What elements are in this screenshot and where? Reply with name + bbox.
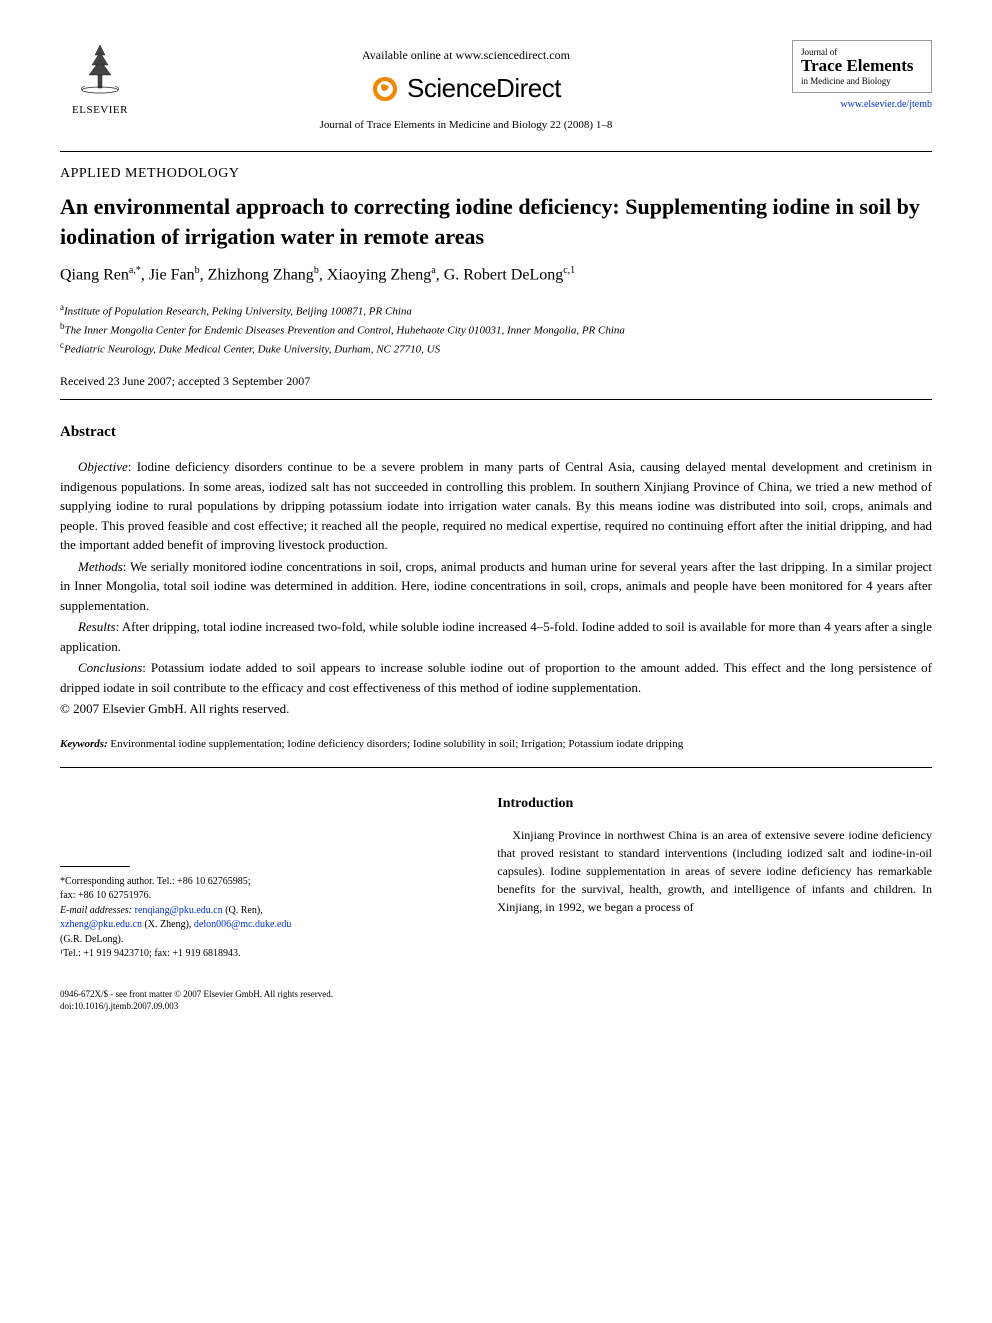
keywords-label: Keywords:: [60, 738, 108, 750]
elsevier-tree-icon: [75, 40, 125, 95]
pre-abstract-divider: [60, 399, 932, 400]
journal-citation: Journal of Trace Elements in Medicine an…: [140, 119, 792, 131]
footnotes-block: *Corresponding author. Tel.: +86 10 6276…: [60, 875, 461, 962]
introduction-body: Xinjiang Province in northwest China is …: [497, 826, 932, 916]
header-row: ELSEVIER Available online at www.science…: [60, 40, 932, 131]
article-dates: Received 23 June 2007; accepted 3 Septem…: [60, 374, 932, 389]
introduction-heading: Introduction: [497, 796, 932, 812]
abstract-methods: Methods: We serially monitored iodine co…: [60, 557, 932, 616]
journal-cover-block: Journal of Trace Elements in Medicine an…: [792, 40, 932, 110]
email-link-2[interactable]: xzheng@pku.edu.cn: [60, 919, 142, 930]
below-abstract-divider: [60, 767, 932, 768]
two-column-layout: *Corresponding author. Tel.: +86 10 6276…: [60, 796, 932, 962]
left-column: *Corresponding author. Tel.: +86 10 6276…: [60, 796, 461, 962]
footnotes-divider: [60, 866, 130, 867]
section-label: APPLIED METHODOLOGY: [60, 166, 932, 182]
authors-line: Qiang Rena,*, Jie Fanb, Zhizhong Zhangb,…: [60, 265, 932, 284]
footer-issn: 0946-672X/$ - see front matter © 2007 El…: [60, 988, 932, 1001]
sciencedirect-icon: [371, 75, 399, 103]
footer-block: 0946-672X/$ - see front matter © 2007 El…: [60, 988, 932, 1013]
publisher-logo-block: ELSEVIER: [60, 40, 140, 116]
footnote-corresponding: *Corresponding author. Tel.: +86 10 6276…: [60, 875, 461, 890]
affiliation-a: aInstitute of Population Research, Pekin…: [60, 301, 932, 320]
abstract-results: Results: After dripping, total iodine in…: [60, 617, 932, 656]
abstract-copyright: © 2007 Elsevier GmbH. All rights reserve…: [60, 699, 932, 719]
keywords-block: Keywords: Environmental iodine supplemen…: [60, 737, 932, 753]
publisher-name: ELSEVIER: [60, 104, 140, 116]
email-link-1[interactable]: renqiang@pku.edu.cn: [135, 905, 223, 916]
right-column: Introduction Xinjiang Province in northw…: [497, 796, 932, 962]
footnote-fax: fax: +86 10 62751976.: [60, 889, 461, 904]
header-divider: [60, 151, 932, 152]
center-header: Available online at www.sciencedirect.co…: [140, 40, 792, 131]
abstract-objective: Objective: Iodine deficiency disorders c…: [60, 457, 932, 555]
email-link-3[interactable]: delon006@mc.duke.edu: [194, 919, 292, 930]
affiliations-block: aInstitute of Population Research, Pekin…: [60, 301, 932, 358]
keywords-text: Environmental iodine supplementation; Io…: [108, 738, 684, 750]
affiliation-c: cPediatric Neurology, Duke Medical Cente…: [60, 339, 932, 358]
footnote-tel: ¹Tel.: +1 919 9423710; fax: +1 919 68189…: [60, 947, 461, 962]
sciencedirect-text: ScienceDirect: [407, 73, 561, 104]
footer-doi: doi:10.1016/j.jtemb.2007.09.003: [60, 1000, 932, 1013]
article-title: An environmental approach to correcting …: [60, 192, 932, 251]
abstract-heading: Abstract: [60, 424, 932, 441]
sciencedirect-logo: ScienceDirect: [140, 73, 792, 104]
available-online-text: Available online at www.sciencedirect.co…: [140, 48, 792, 63]
abstract-body: Objective: Iodine deficiency disorders c…: [60, 457, 932, 719]
journal-cover-box: Journal of Trace Elements in Medicine an…: [792, 40, 932, 93]
footnote-emails: E-mail addresses: renqiang@pku.edu.cn (Q…: [60, 904, 461, 948]
journal-cover-line2: Trace Elements: [801, 57, 923, 76]
journal-cover-line3: in Medicine and Biology: [801, 76, 923, 86]
journal-url[interactable]: www.elsevier.de/jtemb: [792, 99, 932, 110]
affiliation-b: bThe Inner Mongolia Center for Endemic D…: [60, 320, 932, 339]
abstract-conclusions: Conclusions: Potassium iodate added to s…: [60, 658, 932, 697]
